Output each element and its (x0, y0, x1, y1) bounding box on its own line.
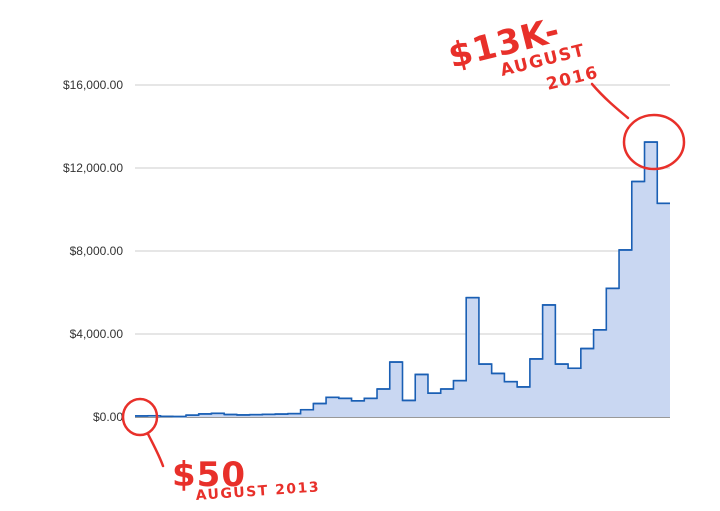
annotation-start-pointer (146, 432, 165, 468)
annotation-start-circle (121, 397, 159, 437)
y-tick-label: $16,000.00 (63, 78, 123, 92)
annotation-peak-pointer (590, 82, 630, 120)
annotation-start-value: $50 (172, 455, 246, 495)
y-tick-label: $12,000.00 (63, 161, 123, 175)
plot-area (135, 141, 670, 418)
annotation-peak-circle (622, 113, 686, 171)
y-tick-label: $8,000.00 (70, 244, 124, 258)
y-tick-label: $0.00 (93, 410, 123, 424)
y-tick-label: $4,000.00 (70, 327, 124, 341)
y-axis-tick-labels: $0.00 $4,000.00 $8,000.00 $12,000.00 $16,000… (63, 78, 123, 424)
series-line (135, 141, 670, 418)
